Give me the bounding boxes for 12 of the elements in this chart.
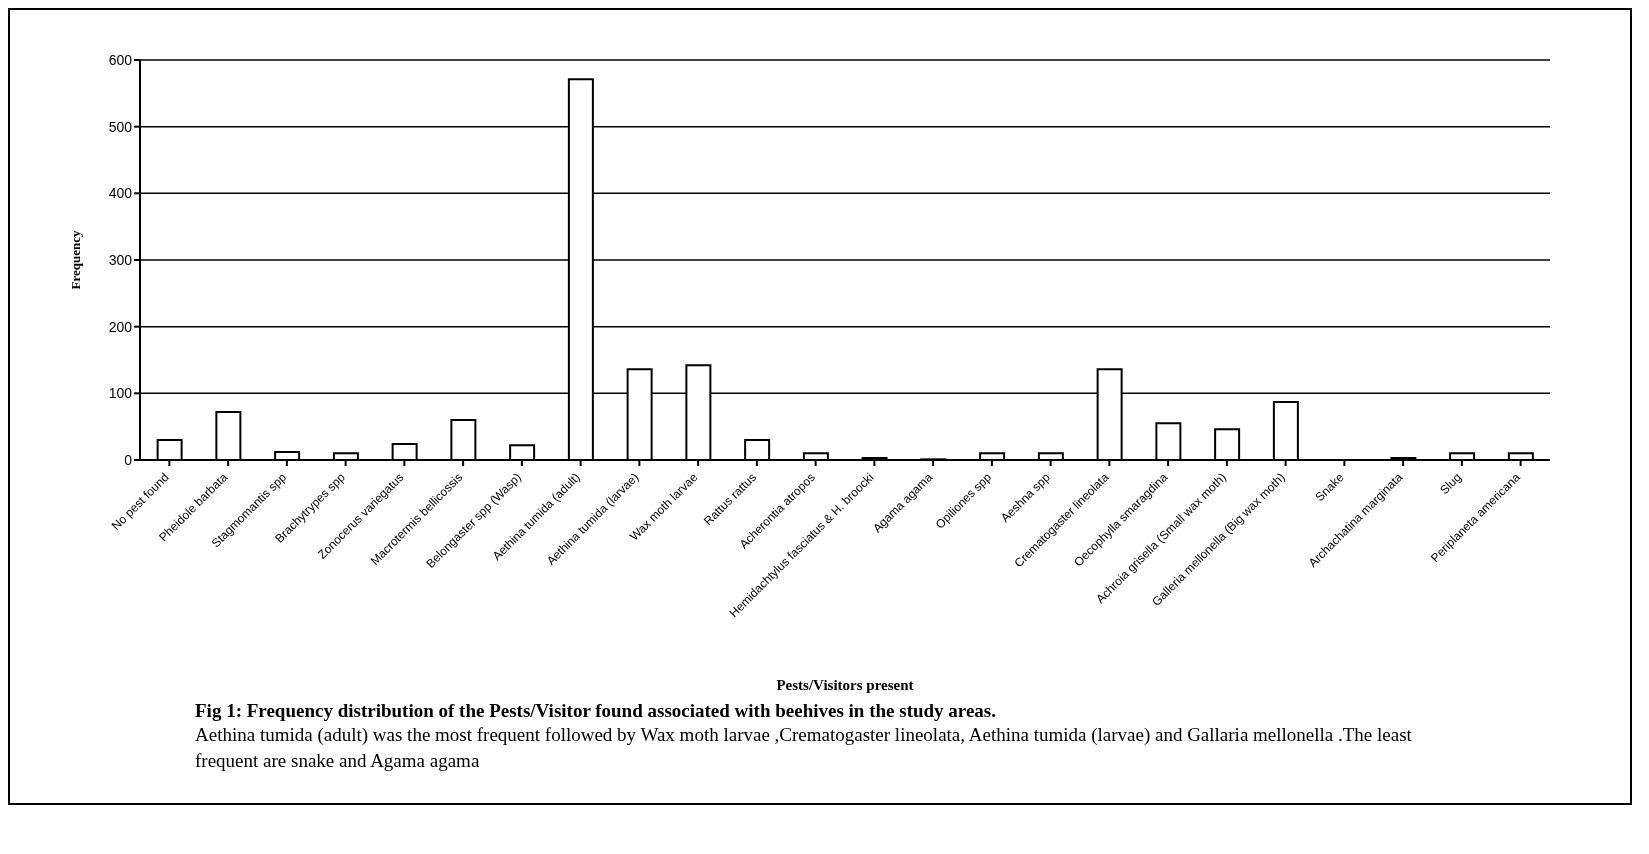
- text: Fig 1: Frequency distribution of the Pests/Visitor found associated with beehives in the study areas.: [195, 700, 997, 722]
- y-tick-label: 400: [108, 185, 133, 202]
- y-tick-label: 300: [108, 251, 133, 268]
- y-axis-title: Frequency: [67, 230, 83, 290]
- x-axis-title: Pests/Visitors present: [776, 677, 914, 693]
- y-tick-label: 0: [124, 451, 133, 468]
- y-tick-label: 100: [108, 385, 133, 402]
- y-tick-label: 500: [108, 118, 133, 135]
- y-tick-label: 200: [108, 318, 133, 335]
- x-tick-label: Slug: [1437, 470, 1464, 498]
- y-tick-label: 600: [108, 51, 133, 68]
- text: Aethina tumida (adult) was the most frequent followed by Wax moth larvae ,Crematogaster lineolata, Aethina tumida (larvae) and Gallaria mellonella .The least frequent are snake and Agama agama: [195, 723, 1413, 773]
